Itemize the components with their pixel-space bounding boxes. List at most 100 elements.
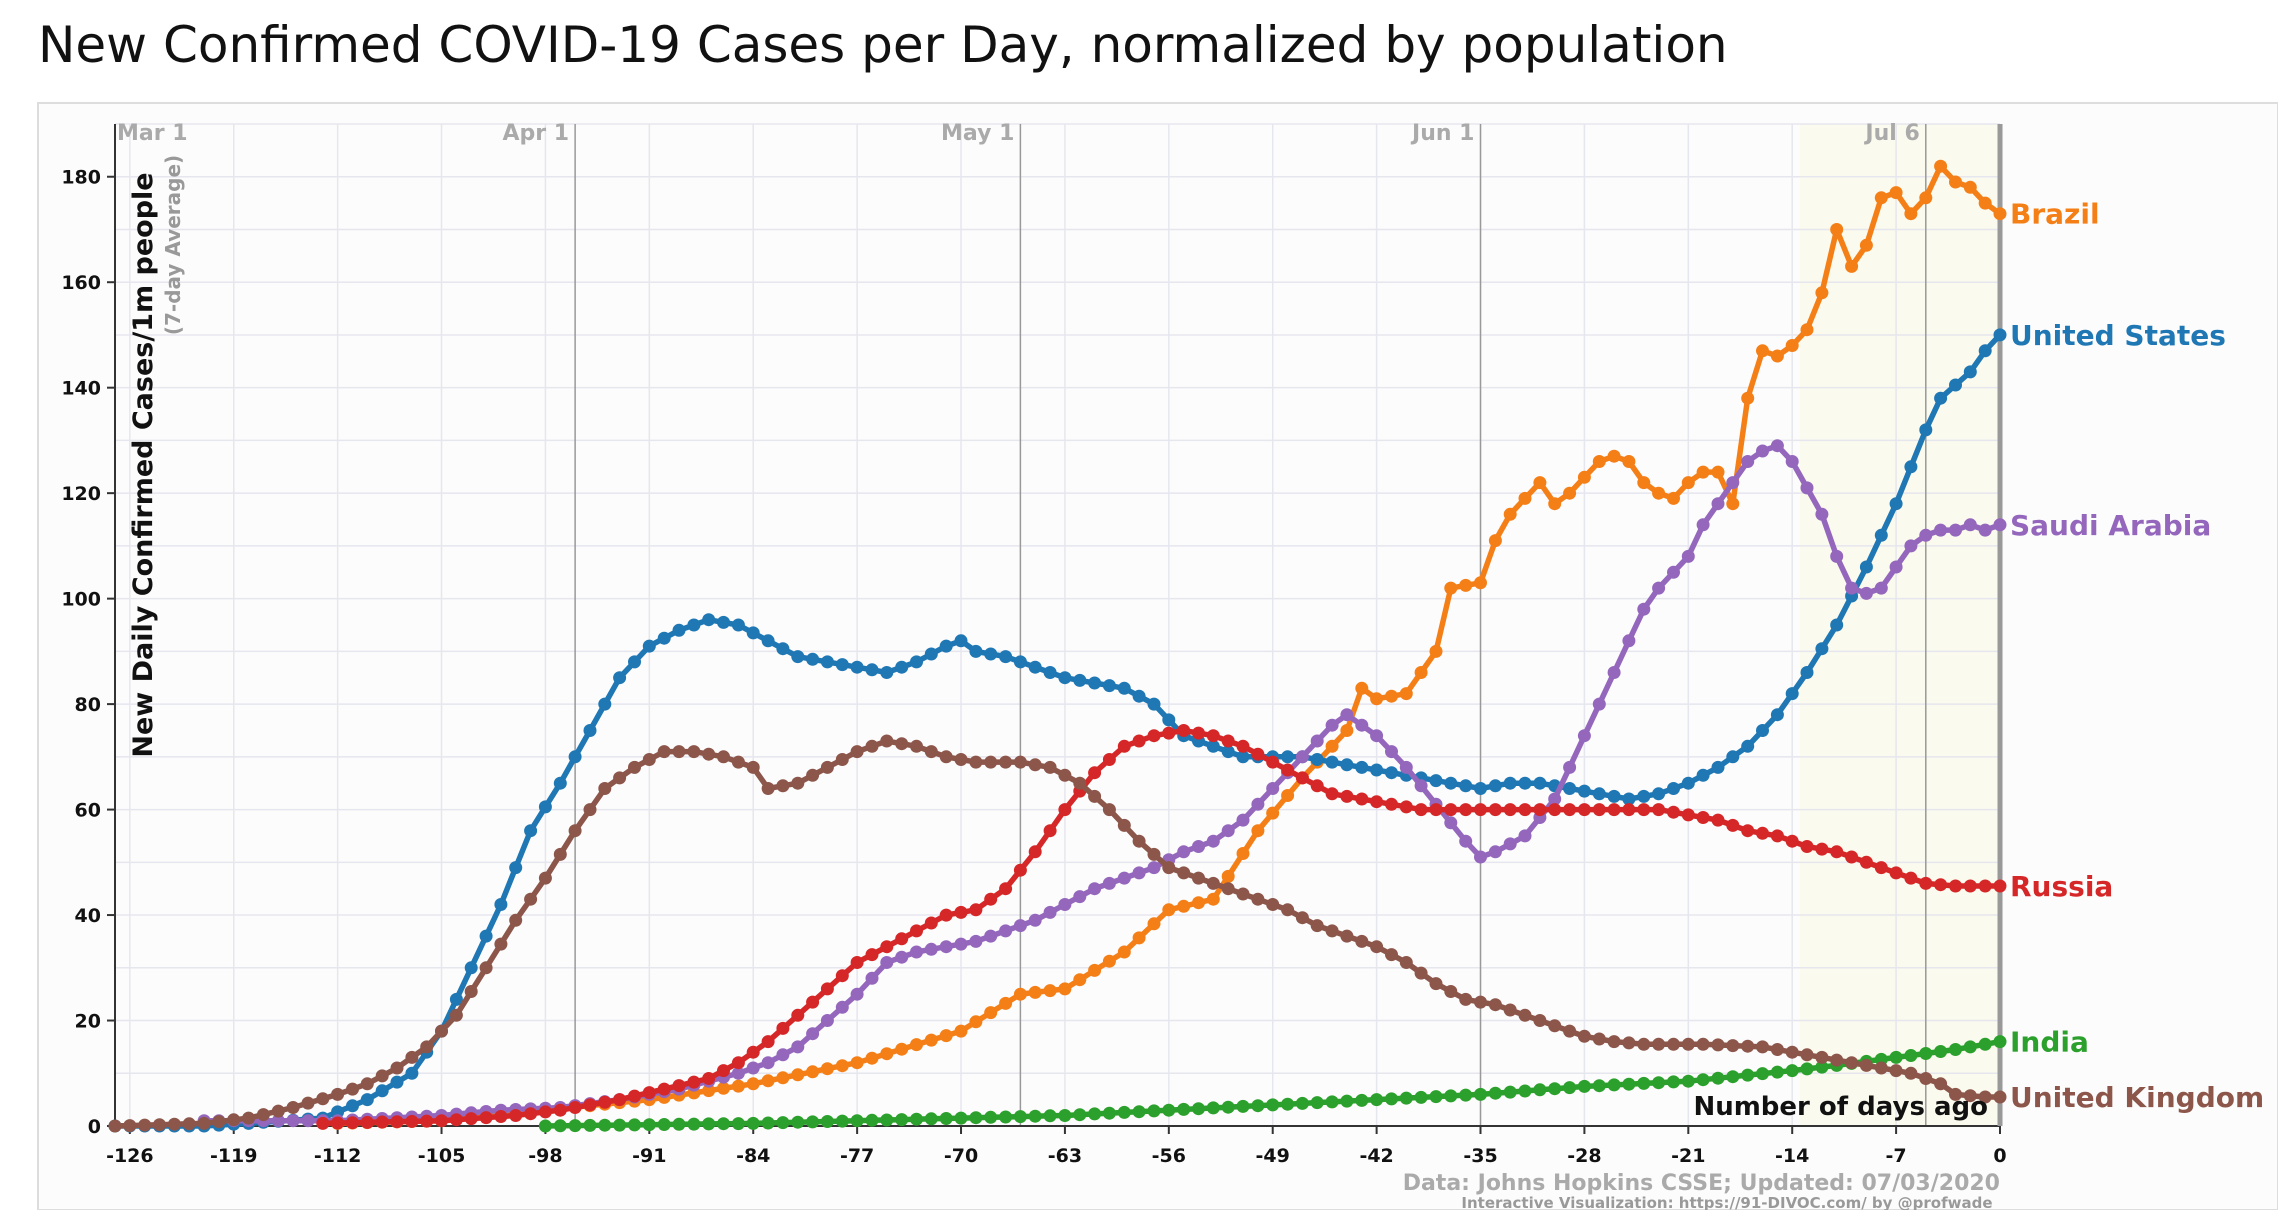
data-point [509, 1109, 523, 1122]
data-point [316, 1092, 330, 1106]
data-point [1756, 344, 1769, 358]
data-point [1681, 1037, 1695, 1051]
data-point [984, 929, 998, 943]
data-point [628, 655, 641, 669]
data-point [1830, 845, 1844, 859]
data-point [1370, 795, 1384, 809]
data-point [1874, 528, 1888, 542]
data-point [1622, 803, 1636, 817]
data-point [865, 948, 879, 962]
data-point [1325, 739, 1339, 753]
data-point [1488, 1086, 1502, 1100]
month-label: May 1 [941, 121, 1014, 146]
data-point [954, 1024, 968, 1038]
data-point [1162, 726, 1176, 740]
data-point [1399, 800, 1413, 814]
data-point [1934, 159, 1948, 173]
data-point [301, 1096, 315, 1110]
data-point [910, 945, 923, 959]
data-point [405, 1050, 419, 1064]
data-point [1726, 1070, 1740, 1084]
data-point [1503, 1085, 1517, 1099]
data-point [1281, 1097, 1295, 1111]
data-point [969, 1015, 983, 1029]
data-point [1028, 845, 1042, 859]
data-point [1429, 1090, 1443, 1104]
data-point [1889, 186, 1903, 200]
data-point [761, 634, 775, 648]
data-point [969, 755, 983, 769]
month-label: Jun 1 [1410, 121, 1474, 146]
data-point [1459, 834, 1473, 848]
data-point [1652, 1076, 1666, 1090]
data-point [1756, 724, 1769, 737]
data-point [1147, 1104, 1161, 1118]
data-point [1295, 750, 1309, 764]
data-point [895, 950, 909, 964]
data-point [850, 956, 864, 969]
data-point [108, 1119, 122, 1133]
data-point [731, 1117, 745, 1131]
data-point [1934, 1077, 1948, 1091]
data-point [895, 1042, 909, 1056]
data-point [1266, 806, 1280, 820]
data-point [984, 1110, 998, 1124]
y-tick-label: 60 [75, 800, 101, 822]
data-point [1206, 729, 1220, 743]
data-point [1429, 977, 1443, 991]
data-point [494, 898, 508, 911]
data-point [1444, 581, 1458, 595]
data-point [687, 745, 701, 759]
data-point [1963, 180, 1977, 194]
month-label: Jul 6 [1863, 121, 1919, 146]
data-point [1340, 724, 1354, 737]
data-point [924, 647, 938, 661]
data-point [538, 1105, 552, 1119]
data-point [1696, 518, 1710, 532]
data-point [182, 1117, 196, 1131]
data-point [850, 1056, 864, 1070]
data-point [1518, 491, 1532, 505]
data-point [1533, 776, 1547, 790]
data-point [865, 971, 879, 985]
data-point [746, 1077, 760, 1091]
data-point [1058, 982, 1072, 996]
data-point [286, 1101, 300, 1114]
data-point [761, 1116, 775, 1130]
data-point [1281, 789, 1295, 802]
data-point [1370, 692, 1384, 706]
data-point [1028, 913, 1042, 927]
data-point [687, 1117, 701, 1131]
data-point [1414, 1090, 1428, 1104]
data-point [1488, 779, 1502, 793]
data-point [1770, 1065, 1784, 1079]
data-point [1192, 1102, 1205, 1116]
data-point [360, 1077, 374, 1091]
data-point [806, 1065, 820, 1079]
data-point [1696, 465, 1710, 479]
data-point [1667, 1075, 1680, 1089]
data-point [1726, 750, 1740, 764]
data-point [1889, 866, 1903, 880]
data-point [1815, 507, 1829, 521]
x-tick-label: -42 [1359, 1145, 1393, 1167]
data-point [1399, 760, 1413, 774]
data-point [1667, 565, 1680, 579]
data-point [1518, 803, 1532, 817]
data-point [1221, 1100, 1235, 1114]
month-label: Apr 1 [503, 121, 570, 146]
data-point [910, 924, 923, 938]
data-point [1949, 175, 1962, 189]
data-point [1102, 753, 1116, 766]
data-point [538, 871, 552, 885]
data-point [1444, 816, 1458, 830]
data-point [449, 1113, 463, 1127]
data-point [1281, 763, 1295, 777]
month-label: Mar 1 [117, 121, 188, 146]
data-point [1859, 586, 1873, 600]
data-point [1162, 903, 1176, 917]
data-point [910, 1038, 923, 1052]
data-point [1592, 803, 1606, 817]
x-tick-label: -7 [1886, 1145, 1907, 1167]
x-tick-label: -21 [1671, 1145, 1705, 1167]
